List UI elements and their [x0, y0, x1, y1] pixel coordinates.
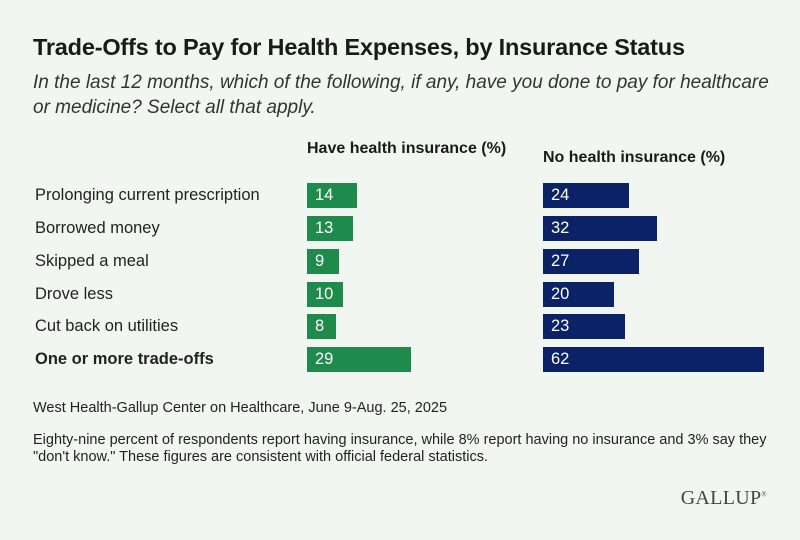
data-label: 29: [315, 350, 334, 368]
data-label: 13: [315, 219, 334, 237]
data-label: 24: [551, 186, 570, 204]
bar-insured: 9: [307, 249, 340, 274]
bar-insured: 10: [307, 282, 343, 307]
bar-uninsured: 23: [543, 314, 626, 339]
chart-title: Trade-Offs to Pay for Health Expenses, b…: [33, 34, 685, 60]
source-text: West Health-Gallup Center on Healthcare,…: [33, 400, 448, 416]
bar-uninsured: 24: [543, 183, 629, 208]
data-label: 10: [315, 285, 334, 303]
gallup-logo: GALLUP®: [680, 487, 767, 509]
bar-uninsured: 27: [543, 249, 640, 274]
series-header-insured: Have health insurance (%): [307, 140, 507, 157]
bar-uninsured: 62: [543, 347, 765, 372]
bar-insured: 29: [307, 347, 411, 372]
bar-uninsured: 32: [543, 216, 658, 241]
category-label: Skipped a meal: [35, 252, 149, 270]
data-label: 32: [551, 219, 570, 237]
category-label: Borrowed money: [35, 219, 160, 237]
data-label: 14: [315, 186, 334, 204]
category-label: Cut back on utilities: [35, 317, 179, 335]
bar-insured: 14: [307, 183, 357, 208]
series-header-uninsured: No health insurance (%): [543, 149, 726, 166]
data-label: 23: [551, 317, 570, 335]
data-label: 8: [315, 317, 325, 335]
bar-insured: 13: [307, 216, 354, 241]
data-label: 62: [551, 350, 570, 368]
data-label: 20: [551, 285, 570, 303]
chart-subtitle: In the last 12 months, which of the foll…: [33, 72, 769, 118]
bar-insured: 8: [307, 314, 336, 339]
data-label: 9: [315, 252, 325, 270]
bar-uninsured: 20: [543, 282, 615, 307]
data-label: 27: [551, 252, 570, 270]
category-label: Prolonging current prescription: [35, 186, 260, 204]
category-label: One or more trade-offs: [35, 350, 214, 368]
category-label: Drove less: [35, 285, 113, 303]
footnote: Eighty-nine percent of respondents repor…: [33, 432, 767, 465]
